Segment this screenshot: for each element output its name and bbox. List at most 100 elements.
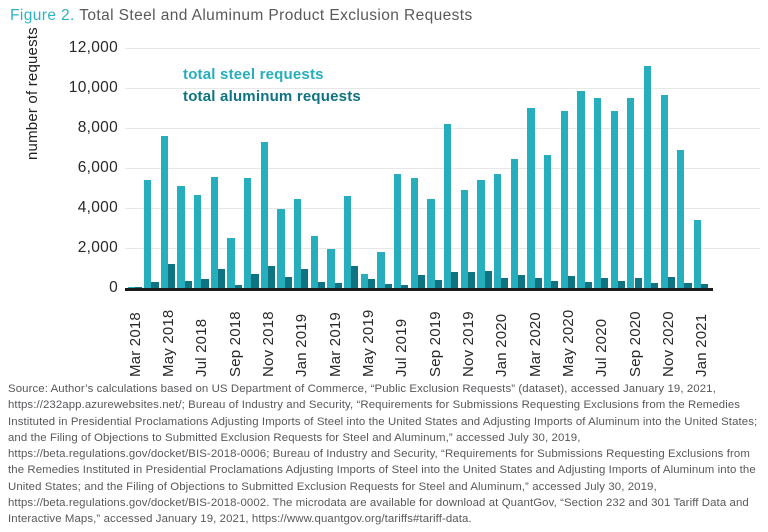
bar-aluminum-Aug 2019 [417,275,426,288]
y-tick-label: 8,000 [77,119,118,136]
legend-entry-aluminum: total aluminum requests [183,88,361,105]
bar-steel-Aug 2019 [410,178,418,288]
bar-steel-Jun 2020 [577,91,585,288]
bar-aluminum-Nov 2020 [667,277,675,288]
gridline-10,000 [125,88,760,89]
bar-steel-Sep 2018 [227,238,235,288]
bar-aluminum-Mar 2019 [334,283,342,288]
bar-aluminum-Oct 2019 [451,272,459,288]
bar-aluminum-Feb 2019 [317,282,326,288]
bar-aluminum-Sep 2019 [434,280,442,288]
x-tick-label: Jan 2019 [293,313,311,377]
bar-steel-Nov 2020 [660,95,668,288]
x-tick-label: Sep 2020 [626,311,644,377]
figure-title: Figure 2. Total Steel and Aluminum Produ… [10,7,473,25]
bar-aluminum-Jan 2021 [701,284,709,288]
x-tick-label: May 2018 [160,309,178,377]
x-tick-label: Mar 2019 [326,312,344,377]
y-tick-label: 0 [109,279,118,296]
bar-aluminum-Feb 2020 [517,275,526,288]
bar-aluminum-Jul 2020 [601,278,609,288]
bar-aluminum-Oct 2018 [251,274,259,288]
bar-aluminum-Aug 2018 [218,269,226,288]
bar-aluminum-Jun 2018 [184,281,192,288]
bar-aluminum-Dec 2019 [484,271,492,288]
bar-steel-Dec 2020 [677,150,685,288]
x-tick-label: Sep 2019 [426,311,444,377]
bar-steel-Aug 2018 [210,177,218,288]
x-tick-label: Sep 2018 [226,311,244,377]
x-tick-label: Jul 2018 [193,318,211,377]
bar-steel-Oct 2019 [444,124,452,288]
legend-entry-steel: total steel requests [183,66,324,83]
bar-steel-Oct 2018 [244,178,252,288]
x-tick-label: Nov 2018 [259,311,277,377]
gridline-4,000 [125,208,760,209]
bar-aluminum-May 2018 [168,264,176,288]
bar-steel-Mar 2020 [527,108,535,288]
bar-aluminum-Mar 2020 [534,278,542,288]
y-tick-label: 2,000 [77,239,118,256]
bar-steel-Apr 2018 [144,180,152,288]
bar-steel-Jun 2019 [377,252,385,288]
x-axis-baseline [125,288,713,291]
y-tick-label: 4,000 [77,199,118,216]
bar-aluminum-May 2019 [367,279,376,288]
bar-steel-Jun 2018 [177,186,185,288]
x-tick-label: Jan 2020 [493,313,511,377]
x-tick-label: Nov 2020 [659,311,677,377]
bar-aluminum-Sep 2020 [634,278,642,288]
y-tick-label: 10,000 [68,79,118,96]
bar-steel-Jan 2020 [494,174,502,288]
bar-aluminum-Dec 2018 [284,277,292,288]
bar-steel-Jul 2018 [194,195,202,288]
bar-steel-Sep 2019 [427,199,435,288]
gridline-12,000 [125,48,760,49]
bar-aluminum-Aug 2020 [617,281,626,288]
y-tick-label: 6,000 [77,159,118,176]
bar-steel-May 2019 [360,274,368,288]
x-tick-label: Nov 2019 [459,311,477,377]
bar-aluminum-Jan 2019 [301,269,309,288]
bar-steel-Dec 2019 [477,180,485,288]
bar-steel-Jan 2021 [693,220,702,288]
x-tick-label: May 2020 [559,309,577,377]
bar-aluminum-Mar 2018 [134,287,142,288]
bar-steel-Jan 2019 [294,199,302,288]
bar-aluminum-Apr 2020 [551,281,559,288]
bar-steel-May 2020 [560,111,568,288]
bar-aluminum-Jul 2018 [201,279,209,288]
bar-aluminum-Dec 2020 [684,283,692,288]
gridline-6,000 [125,168,760,169]
bar-steel-Sep 2020 [627,98,635,288]
gridline-8,000 [125,128,760,129]
bar-aluminum-Jun 2019 [384,284,392,288]
source-text: Source: Author’s calculations based on U… [8,383,758,526]
bar-steel-Feb 2019 [310,236,318,288]
bar-aluminum-Apr 2019 [351,266,359,288]
x-tick-label: May 2019 [359,309,377,377]
bar-steel-Feb 2020 [510,159,518,288]
bar-aluminum-May 2020 [567,276,576,288]
bar-steel-Oct 2020 [643,66,652,288]
figure-title-text: Total Steel and Aluminum Product Exclusi… [74,7,473,24]
bar-aluminum-Oct 2020 [651,283,659,288]
bar-aluminum-Sep 2018 [234,285,242,288]
x-tick-label: Jul 2020 [593,318,611,377]
bar-steel-Mar 2018 [127,286,135,288]
bar-steel-Jul 2020 [593,98,602,288]
bar-aluminum-Jan 2020 [501,278,509,288]
bar-steel-Apr 2019 [344,196,352,288]
figure-label: Figure 2. [10,7,75,24]
bar-steel-Nov 2018 [260,142,268,288]
bar-steel-Jul 2019 [394,174,402,288]
bar-steel-Apr 2020 [544,155,552,288]
x-tick-label: Jan 2021 [693,313,711,377]
bar-steel-Mar 2019 [327,249,335,288]
bar-steel-May 2018 [160,136,168,288]
y-tick-label: 12,000 [68,39,118,56]
x-tick-label: Mar 2020 [526,312,544,377]
bar-aluminum-Apr 2018 [151,282,159,288]
x-tick-label: Mar 2018 [126,312,144,377]
